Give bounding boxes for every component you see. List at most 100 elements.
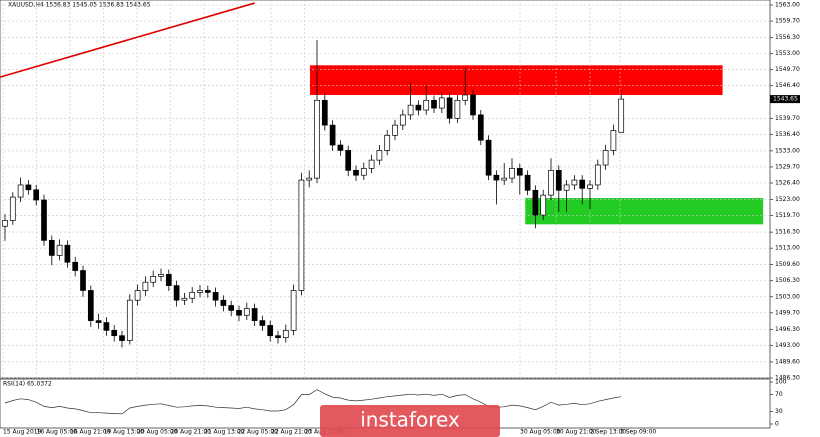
- y-tick-label: 1519.70: [775, 212, 800, 219]
- candle-body: [485, 139, 492, 176]
- candle-body: [493, 174, 500, 181]
- candle-body: [477, 114, 484, 141]
- y-tick-label: 1533.00: [775, 147, 800, 154]
- candle-body: [540, 194, 547, 216]
- candle-body: [126, 299, 133, 341]
- candle-body: [189, 292, 196, 299]
- candle-body: [33, 189, 40, 201]
- candle-body: [470, 94, 476, 116]
- candle-body: [212, 292, 219, 301]
- candle-body: [173, 285, 180, 301]
- y-tick-label: 1489.60: [775, 358, 800, 365]
- candle-body: [220, 299, 227, 306]
- y-tick-label: 1559.70: [775, 18, 800, 25]
- x-tick-label: 16 Aug 21:00: [70, 429, 111, 436]
- y-tick-label: 1539.70: [775, 115, 800, 122]
- candle-body: [438, 97, 445, 109]
- rsi-tick-label: 30: [775, 408, 783, 415]
- candle-body: [321, 99, 328, 126]
- y-tick-label: 1549.70: [775, 66, 800, 73]
- candle-body: [384, 134, 391, 151]
- x-tick-label: 21 Aug 13:00: [204, 429, 245, 436]
- rsi-tick-label: 100: [775, 379, 787, 386]
- candle-body: [243, 308, 250, 316]
- y-tick-label: 1499.70: [775, 309, 800, 316]
- y-tick-label: 1529.70: [775, 163, 800, 170]
- x-tick-label: 3 Sep 09:00: [620, 429, 656, 436]
- zone: [525, 198, 764, 225]
- candle-body: [9, 196, 16, 221]
- y-tick-label: 1503.00: [775, 293, 800, 300]
- candle-body: [228, 305, 235, 311]
- candle-body: [111, 329, 118, 337]
- y-tick-label: 1553.00: [775, 50, 800, 57]
- candle-body: [329, 124, 336, 146]
- candle-body: [165, 274, 172, 286]
- candle-body: [158, 274, 164, 277]
- candle-body: [142, 281, 149, 291]
- candle-body: [462, 94, 469, 101]
- candle-body: [407, 104, 414, 116]
- candle-body: [267, 325, 274, 337]
- zone: [309, 65, 723, 95]
- candle-body: [197, 290, 203, 293]
- candle-body: [72, 261, 79, 271]
- candle-body: [501, 177, 508, 181]
- candle-body: [275, 335, 281, 338]
- candle-body: [399, 114, 406, 126]
- candle-body: [48, 240, 55, 256]
- candle-body: [345, 150, 352, 171]
- candle-body: [587, 184, 593, 189]
- candle-body: [368, 159, 375, 169]
- candle-body: [134, 290, 141, 301]
- candle-body: [25, 184, 32, 191]
- candle-body: [423, 99, 430, 111]
- candle-body: [306, 177, 313, 181]
- x-tick-label: 2 Sep 13:00: [590, 429, 626, 436]
- candle-body: [353, 169, 359, 176]
- rsi-title: RSI(14) 65.0372: [3, 381, 52, 388]
- y-tick-label: 1523.00: [775, 196, 800, 203]
- last-price-box: [770, 95, 800, 104]
- rsi-tick-label: 0: [775, 421, 779, 428]
- trendline: [0, 2, 255, 78]
- rsi-line: [4, 389, 622, 415]
- candle-body: [290, 290, 297, 331]
- candle-body: [376, 150, 383, 161]
- candle-body: [298, 179, 305, 291]
- candle-body: [602, 150, 609, 166]
- y-tick-label: 1506.30: [775, 277, 800, 284]
- candle-body: [610, 130, 617, 151]
- x-tick-label: 20 Aug 21:00: [171, 429, 212, 436]
- candle-body: [259, 320, 266, 326]
- candle-body: [150, 276, 157, 283]
- candle-body: [555, 169, 562, 191]
- candle-body: [516, 168, 523, 176]
- main-pane: [0, 0, 771, 379]
- candle-body: [579, 179, 586, 189]
- watermark: instaforex: [360, 408, 460, 432]
- y-tick-label: 1536.40: [775, 131, 800, 138]
- candle-body: [618, 98, 625, 133]
- candle-body: [431, 99, 437, 109]
- x-tick-label: 30 Aug 05:00: [520, 429, 561, 436]
- candle-body: [337, 144, 344, 151]
- candle-body: [594, 164, 601, 186]
- x-tick-label: 16 Aug 05:00: [37, 429, 78, 436]
- y-tick-label: 1526.40: [775, 179, 800, 186]
- candle-body: [548, 169, 554, 196]
- candle-body: [509, 168, 515, 179]
- y-tick-label: 1556.30: [775, 34, 800, 41]
- candle-body: [446, 97, 453, 119]
- y-tick-label: 1513.00: [775, 245, 800, 252]
- y-tick-label: 1493.00: [775, 342, 800, 349]
- candle-body: [95, 320, 102, 323]
- x-tick-label: 30 Aug 21:00: [556, 429, 597, 436]
- chart-title: XAUUSD,H4 1536.83 1545.05 1536.83 1543.6…: [8, 2, 151, 9]
- x-tick-label: 19 Aug 13:00: [104, 429, 145, 436]
- candle-body: [360, 168, 367, 176]
- rsi-tick-label: 70: [775, 391, 783, 398]
- candle-body: [571, 179, 578, 186]
- candle-body: [392, 124, 398, 136]
